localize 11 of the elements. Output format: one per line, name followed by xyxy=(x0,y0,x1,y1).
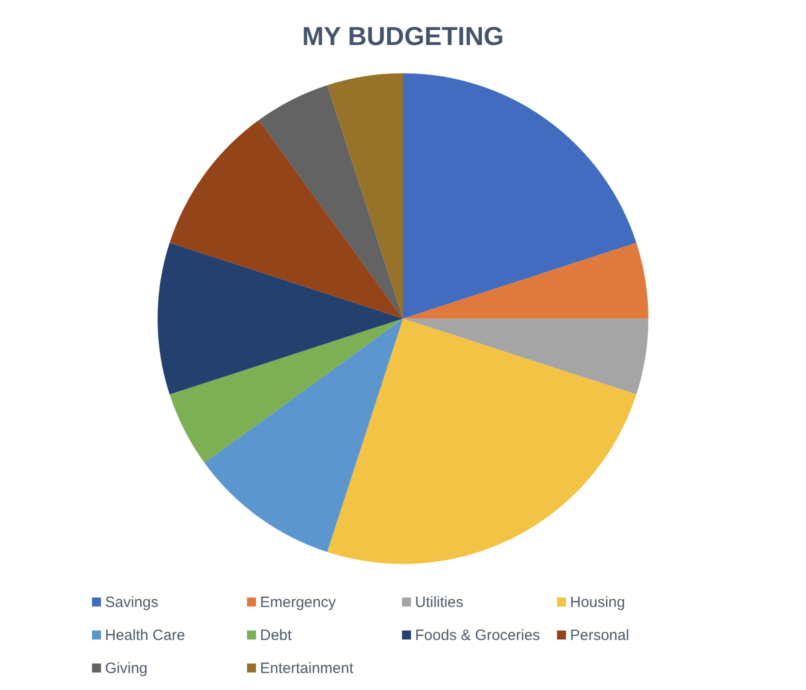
legend-label: Entertainment xyxy=(260,660,354,678)
legend-label: Utilities xyxy=(415,594,464,612)
legend-label: Personal xyxy=(570,627,630,644)
legend-label: Debt xyxy=(260,627,293,644)
legend-label: Health Care xyxy=(105,627,186,644)
chart-title: MY BUDGETING xyxy=(302,20,504,51)
legend-label: Housing xyxy=(570,594,626,612)
legend-label: Foods & Groceries xyxy=(415,627,540,644)
legend-label: Giving xyxy=(105,660,148,678)
legend-label: Emergency xyxy=(260,594,336,612)
legend-label: Savings xyxy=(105,594,158,612)
